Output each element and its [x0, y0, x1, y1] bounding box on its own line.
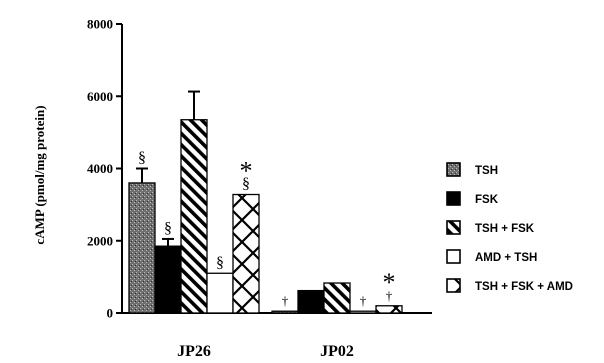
category-label: JP02 — [320, 343, 354, 360]
legend-swatch — [446, 191, 461, 206]
bars: §§§§*† † †* — [128, 90, 403, 314]
legend-swatch — [446, 249, 461, 264]
y-tick-label: 8000 — [87, 17, 113, 32]
significance-mark: § — [164, 220, 172, 237]
y-tick-label: 6000 — [87, 89, 113, 104]
bar-jp26-1 — [154, 245, 182, 314]
legend: TSH FSK TSH + FSK AMD + TSH TSH + FSK + AMD — [446, 162, 573, 293]
significance-mark: † — [360, 293, 367, 308]
legend-label: TSH + FSK + AMD — [475, 281, 573, 293]
legend-label: AMD + TSH — [475, 252, 537, 264]
y-tick-label: 4000 — [87, 161, 113, 176]
bar-jp02-3 — [349, 310, 377, 314]
legend-swatch — [446, 278, 461, 293]
bar-jp02-4 — [375, 305, 403, 314]
legend-swatch — [446, 162, 461, 177]
category-label: JP26 — [177, 343, 211, 360]
y-axis-title: cAMP (pmol/mg protein) — [32, 105, 47, 244]
legend-label: FSK — [475, 194, 499, 206]
category-labels: JP26 JP02 — [177, 343, 354, 360]
significance-mark: * — [240, 157, 253, 186]
significance-mark: † — [282, 293, 289, 308]
bar-jp02-0 — [271, 310, 299, 314]
significance-mark: § — [138, 150, 146, 167]
bar-jp26-4 — [232, 193, 260, 314]
bar-jp26-2 — [180, 119, 208, 314]
legend-label: TSH — [475, 165, 498, 177]
significance-mark: § — [242, 176, 250, 193]
bar-jp26-0 — [128, 182, 156, 314]
y-tick-label: 0 — [107, 306, 114, 321]
legend-swatch — [446, 220, 461, 235]
significance-mark: * — [383, 268, 396, 297]
bar-jp26-3 — [206, 272, 234, 314]
y-tick-label: 2000 — [87, 233, 113, 248]
legend-label: TSH + FSK — [475, 223, 535, 235]
significance-mark: † — [386, 288, 393, 303]
bar-jp02-2 — [323, 282, 351, 314]
significance-mark: § — [216, 254, 224, 271]
bar-jp02-1 — [297, 289, 325, 314]
